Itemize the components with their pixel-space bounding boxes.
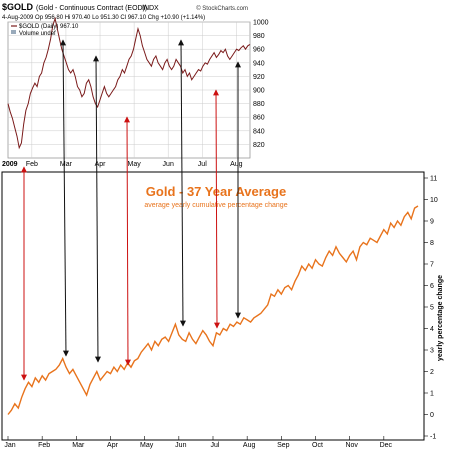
year-label: 2009 — [2, 161, 18, 168]
bottom-y-tick-label: 6 — [430, 283, 434, 290]
bottom-y-tick-label: 3 — [430, 348, 434, 355]
top-x-axis: Feb Mar Apr May Jun Jul Aug — [26, 161, 243, 168]
top-y-tick-label: 820 — [253, 142, 265, 149]
top-x-tick-label: Aug — [230, 161, 243, 168]
gold-price-line — [7, 16, 251, 150]
bottom-x-tick-label: Apr — [107, 442, 119, 449]
top-legend: $GOLD (Daily) 967.10 Volume undef — [11, 24, 79, 37]
bottom-y-tick-label: 0 — [430, 412, 434, 419]
bottom-y-tick-label: 4 — [430, 326, 434, 333]
bottom-x-tick-label: May — [140, 442, 154, 449]
legend-gold-label: $GOLD (Daily) 967.10 — [19, 24, 79, 30]
bottom-x-tick-label: Nov — [345, 442, 358, 449]
top-y-tick-label: 940 — [253, 60, 265, 67]
y-axis-title: yearly percentage change — [437, 275, 444, 361]
bottom-y-tick-label: 5 — [430, 305, 434, 312]
black-arrow — [178, 39, 186, 327]
top-y-tick-label: 960 — [253, 47, 265, 54]
top-y-tick-label: 840 — [253, 128, 265, 135]
bottom-y-tick-label: 9 — [430, 219, 434, 226]
bottom-y-tick-label: 2 — [430, 369, 434, 376]
top-y-axis: 820 840 860 880 900 920 940 960 980 1000 — [253, 20, 269, 149]
watermark: © StockCharts.com — [196, 5, 248, 12]
legend-swatch-volume — [11, 30, 16, 34]
top-x-tick-label: Feb — [26, 161, 38, 168]
bottom-x-tick-label: Dec — [380, 442, 393, 449]
bottom-y-tick-label: 10 — [430, 197, 438, 204]
black-arrow — [60, 39, 69, 357]
black-arrow — [93, 55, 101, 363]
exchange-label: INDX — [142, 5, 159, 12]
top-x-tick-label: Jul — [198, 161, 207, 168]
top-price-panel: $GOLD (Gold - Continuous Contract (EOD))… — [2, 2, 269, 168]
bottom-average-panel: -1 0 1 2 3 4 5 6 7 8 9 10 11 Jan Feb Mar Apr May Jun Jul Au… — [1, 171, 444, 449]
bottom-x-tick-label: Jan — [4, 442, 15, 449]
symbol-label: $GOLD — [2, 2, 34, 12]
bottom-y-axis: -1 0 1 2 3 4 5 6 7 8 9 10 11 — [424, 176, 438, 441]
bottom-y-tick-label: 11 — [430, 176, 437, 183]
bottom-y-tick-label: 1 — [430, 391, 434, 398]
top-y-tick-label: 880 — [253, 101, 265, 108]
bottom-x-tick-label: Mar — [72, 442, 85, 449]
top-x-tick-label: May — [127, 161, 141, 168]
red-arrow — [213, 89, 220, 329]
bottom-plot-frame — [1, 171, 425, 441]
legend-volume-label: Volume undef — [19, 31, 56, 37]
connecting-arrows — [21, 39, 241, 381]
bottom-y-tick-label: 7 — [430, 262, 434, 269]
bottom-x-tick-label: Oct — [312, 442, 323, 449]
top-y-tick-label: 980 — [253, 33, 265, 40]
bottom-x-tick-label: Jul — [211, 442, 220, 449]
bottom-x-tick-label: Feb — [38, 442, 50, 449]
top-x-tick-label: Jun — [163, 161, 174, 168]
bottom-y-tick-label: -1 — [430, 434, 436, 441]
top-y-tick-label: 900 — [253, 88, 265, 95]
top-y-tick-label: 860 — [253, 115, 265, 122]
bottom-x-axis: Jan Feb Mar Apr May Jun Jul Aug Sep Oct Nov Dec — [4, 436, 393, 449]
gold-average-line — [7, 205, 419, 415]
bottom-y-tick-label: 8 — [430, 240, 434, 247]
quote-line: 4-Aug-2009 Op 956.80 Hi 970.40 Lo 951.30… — [2, 15, 205, 21]
instrument-name: (Gold - Continuous Contract (EOD)) — [36, 5, 147, 12]
red-arrow — [124, 116, 131, 366]
top-y-tick-label: 920 — [253, 74, 265, 81]
top-x-tick-label: Mar — [60, 161, 73, 168]
top-y-tick-label: 1000 — [253, 20, 269, 27]
bottom-x-tick-label: Sep — [277, 442, 290, 449]
bottom-x-tick-label: Jun — [175, 442, 186, 449]
bottom-x-tick-label: Aug — [243, 442, 256, 449]
